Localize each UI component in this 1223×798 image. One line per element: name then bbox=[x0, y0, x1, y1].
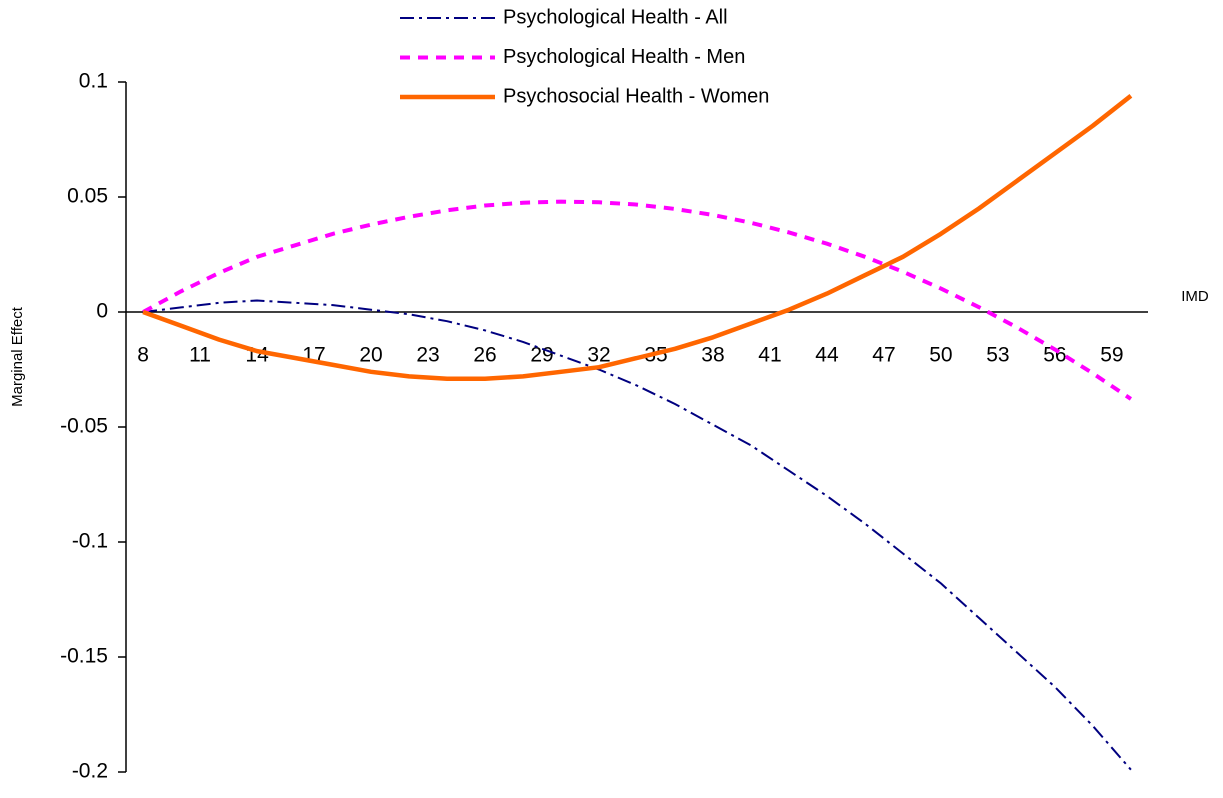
y-tick-label: -0.05 bbox=[60, 415, 108, 438]
x-tick-label: 53 bbox=[986, 344, 1009, 367]
y-axis-label: Marginal Effect bbox=[9, 306, 26, 407]
y-tick-label: 0.1 bbox=[79, 70, 108, 93]
x-tick-label: 56 bbox=[1043, 344, 1066, 367]
x-tick-label: 38 bbox=[701, 344, 724, 367]
legend-label: Psychological Health - Men bbox=[503, 46, 745, 68]
x-tick-label: 29 bbox=[530, 344, 553, 367]
x-tick-label: 20 bbox=[359, 344, 382, 367]
x-tick-label: 50 bbox=[929, 344, 952, 367]
series-line bbox=[142, 94, 1133, 381]
legend-label: Psychosocial Health - Women bbox=[503, 85, 769, 107]
x-tick-label: 47 bbox=[872, 344, 895, 367]
x-tick-label: 11 bbox=[189, 344, 211, 367]
y-tick-label: 0 bbox=[96, 300, 108, 323]
x-tick-label: 8 bbox=[137, 344, 149, 367]
x-tick-label: 41 bbox=[758, 344, 781, 367]
y-tick-label: -0.1 bbox=[72, 530, 108, 553]
series-line bbox=[142, 199, 1133, 401]
x-tick-label: 44 bbox=[815, 344, 839, 367]
series-line bbox=[142, 299, 1132, 771]
legend-label: Psychological Health - All bbox=[503, 6, 728, 28]
x-tick-label: 32 bbox=[587, 344, 610, 367]
x-tick-label: 26 bbox=[473, 344, 496, 367]
x-axis-label: IMD bbox=[1181, 288, 1209, 305]
x-tick-label: 59 bbox=[1100, 344, 1123, 367]
y-tick-label: 0.05 bbox=[67, 185, 108, 208]
y-tick-label: -0.15 bbox=[60, 645, 108, 668]
x-tick-label: 23 bbox=[416, 344, 439, 367]
y-tick-label: -0.2 bbox=[72, 760, 108, 783]
